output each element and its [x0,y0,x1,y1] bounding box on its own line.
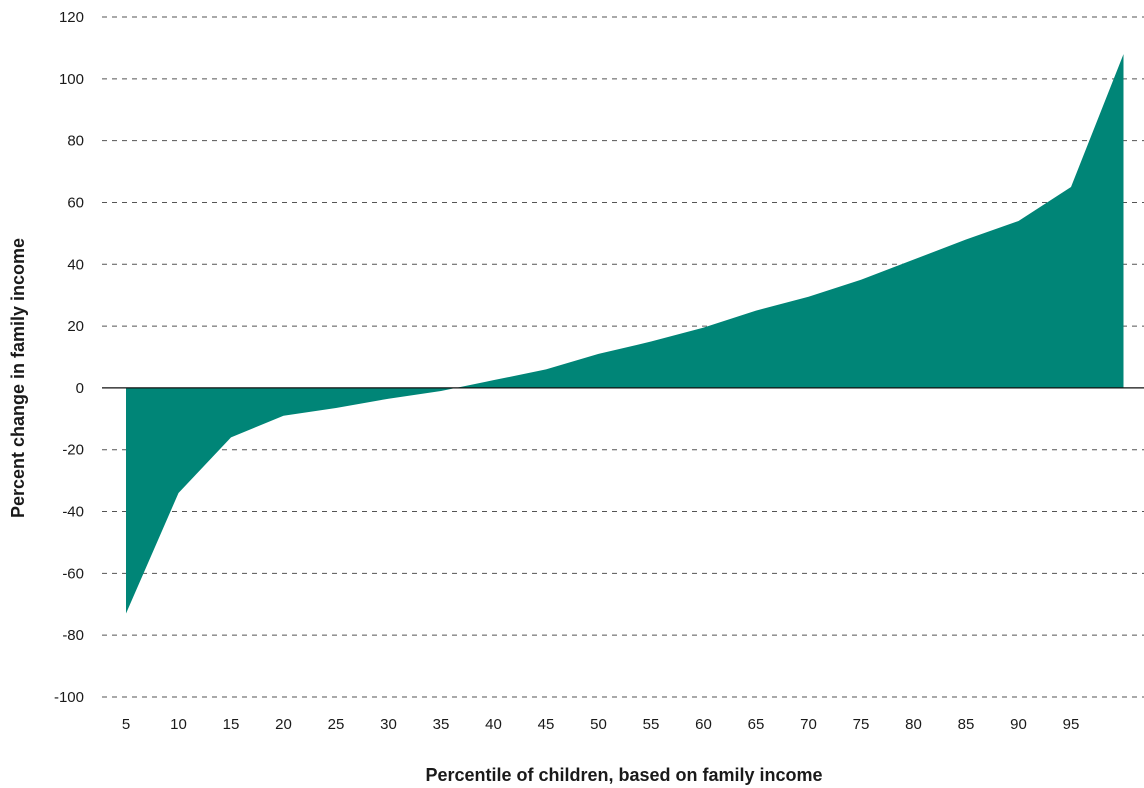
x-tick-label: 55 [643,716,660,733]
x-tick-label: 90 [1010,716,1027,733]
area-series [126,54,1124,614]
x-tick-label: 80 [905,716,922,733]
x-tick-label: 30 [380,716,397,733]
x-tick-label: 5 [122,716,130,733]
y-tick-label: -60 [62,565,84,582]
x-axis-title: Percentile of children, based on family … [425,765,822,785]
x-tick-label: 15 [223,716,240,733]
x-tick-label: 35 [433,716,450,733]
x-tick-label: 45 [538,716,555,733]
x-tick-label: 60 [695,716,712,733]
x-tick-label: 50 [590,716,607,733]
y-tick-label: 120 [59,9,84,26]
x-tick-label: 40 [485,716,502,733]
y-tick-label: 20 [67,318,84,335]
y-tick-label: -80 [62,627,84,644]
y-tick-label: 40 [67,256,84,273]
x-tick-label: 70 [800,716,817,733]
x-tick-label: 85 [958,716,975,733]
x-tick-label: 65 [748,716,765,733]
x-tick-label: 95 [1063,716,1080,733]
y-tick-label: 60 [67,194,84,211]
x-tick-label: 25 [328,716,345,733]
y-tick-label: -20 [62,442,84,459]
y-tick-label: 80 [67,133,84,150]
x-tick-label: 10 [170,716,187,733]
gridlines [102,16,1144,698]
y-axis-title: Percent change in family income [8,238,28,518]
y-tick-label: -40 [62,504,84,521]
y-tick-label: 0 [76,380,84,397]
x-tick-label: 75 [853,716,870,733]
y-tick-label: 100 [59,71,84,88]
y-tick-labels: 120 100 80 60 40 20 0 -20 -40 -60 -80 -100 [54,9,84,706]
x-tick-label: 20 [275,716,292,733]
y-tick-label: -100 [54,689,84,706]
x-tick-labels: 5 10 15 20 25 30 35 40 45 50 55 60 65 70 75 80 85 90 95 [122,716,1080,733]
